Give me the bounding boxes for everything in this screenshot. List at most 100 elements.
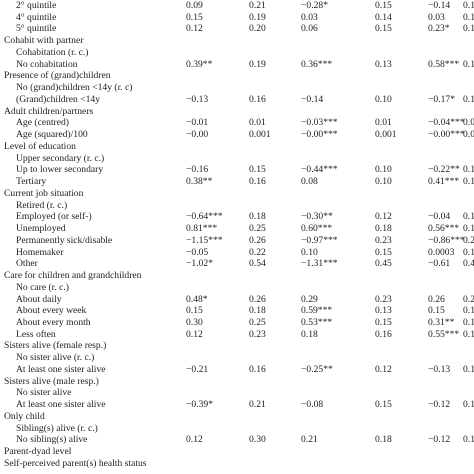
cell: 0.25	[249, 223, 266, 235]
cell: 0.15	[463, 23, 474, 35]
cell: 0.08	[301, 176, 318, 188]
cell: −0.12	[428, 434, 451, 446]
cell: −0.05	[186, 246, 209, 258]
cell: 0.18	[463, 434, 474, 446]
cell: −0.00***	[428, 129, 465, 141]
row-label: No sister alive	[16, 387, 72, 399]
section-heading: Current job situation	[4, 187, 84, 199]
cell: 0.31**	[428, 316, 455, 328]
cell: 0.09	[186, 0, 203, 11]
cell: 0.54	[249, 258, 266, 270]
cell: 0.26	[249, 293, 266, 305]
cell: 0.12	[186, 23, 203, 35]
cell: 0.25	[249, 316, 266, 328]
cell: 0.12	[375, 363, 392, 375]
cell: −1.02*	[186, 258, 213, 270]
cell: 0.13	[375, 58, 392, 70]
cell: −0.86***	[428, 234, 465, 246]
cell: −0.28*	[301, 0, 328, 11]
cell: 0.26	[249, 234, 266, 246]
cell: 0.16	[249, 93, 266, 105]
row-label: About every week	[16, 305, 87, 317]
cell: 0.18	[375, 434, 392, 446]
cell: −0.04	[428, 211, 451, 223]
section-heading: Sisters alive (male resp.)	[4, 375, 99, 387]
cell: 0.14	[375, 11, 392, 23]
row-label: (Grand)children <14y	[16, 93, 100, 105]
cell: 0.30	[249, 434, 266, 446]
cell: −0.25**	[301, 363, 333, 375]
cell: −0.21	[186, 363, 209, 375]
row-label: Retired (r. c.)	[16, 199, 68, 211]
row-label: No cohabitation	[16, 58, 78, 70]
cell: 0.29	[301, 293, 318, 305]
row-label: 5° quintile	[16, 23, 57, 35]
cell: −0.97***	[301, 234, 338, 246]
cell: 0.18	[249, 211, 266, 223]
row-label: Permanently sick/disable	[16, 234, 113, 246]
cell: 0.38**	[186, 176, 213, 188]
cell: 0.19	[249, 11, 266, 23]
row-label: Tertiary	[16, 176, 47, 188]
cell: −0.03***	[301, 117, 338, 129]
cell: −0.13	[428, 363, 451, 375]
cell: 0.22	[463, 234, 474, 246]
row-label: Other	[16, 258, 38, 270]
row-label: About every month	[16, 316, 91, 328]
section-heading: Cohabit with partner	[4, 35, 84, 47]
cell: 0.19	[249, 58, 266, 70]
row-label: Age (centred)	[16, 117, 69, 129]
cell: 0.21	[249, 399, 266, 411]
cell: 0.12	[186, 434, 203, 446]
cell: 0.22	[249, 246, 266, 258]
row-label: Employed (or self-)	[16, 211, 92, 223]
cell: 0.55***	[428, 328, 460, 340]
cell: −0.22**	[428, 164, 460, 176]
cell: 0.19	[463, 223, 474, 235]
cell: 0.15	[463, 316, 474, 328]
cell: −1.15***	[186, 234, 223, 246]
cell: 0.01	[249, 117, 266, 129]
cell: 0.23	[375, 234, 392, 246]
cell: 0.26	[428, 293, 445, 305]
cell: 0.10	[463, 164, 474, 176]
cell: 0.15	[375, 0, 392, 11]
cell: 0.16	[249, 176, 266, 188]
section-heading: Level of education	[4, 140, 76, 152]
cell: 0.59***	[301, 305, 333, 317]
section-heading: Presence of (grand)children	[4, 70, 111, 82]
cell: 0.23	[375, 293, 392, 305]
cell: −0.14	[301, 93, 324, 105]
cell: 0.30	[186, 316, 203, 328]
cell: −0.64***	[186, 211, 223, 223]
section-heading: Sisters alive (female resp.)	[4, 340, 107, 352]
cell: 0.13	[463, 305, 474, 317]
cell: 0.53***	[301, 316, 333, 328]
cell: 0.16	[463, 328, 474, 340]
cell: 0.18	[249, 305, 266, 317]
cell: 0.06	[301, 23, 318, 35]
row-label: Unemployed	[16, 223, 66, 235]
cell: −0.30**	[301, 211, 333, 223]
cell: 0.15	[186, 11, 203, 23]
cell: 0.16	[249, 363, 266, 375]
cell: −0.44***	[301, 164, 338, 176]
cell: 0.58***	[428, 58, 460, 70]
cell: 0.13	[463, 211, 474, 223]
cell: 0.10	[301, 246, 318, 258]
cell: 0.45	[375, 258, 392, 270]
cell: 0.13	[463, 399, 474, 411]
cell: 0.13	[375, 305, 392, 317]
cell: 0.81***	[186, 223, 218, 235]
cell: 0.15	[249, 164, 266, 176]
cell: 0.36***	[301, 58, 333, 70]
cell: 0.15	[375, 399, 392, 411]
cell: 0.15	[186, 305, 203, 317]
cell: 0.21	[249, 0, 266, 11]
section-heading: Parent-dyad level	[4, 446, 72, 458]
cell: 0.21	[301, 434, 318, 446]
cell: 0.03	[301, 11, 318, 23]
cell: 0.19	[463, 246, 474, 258]
cell: 0.16	[375, 328, 392, 340]
